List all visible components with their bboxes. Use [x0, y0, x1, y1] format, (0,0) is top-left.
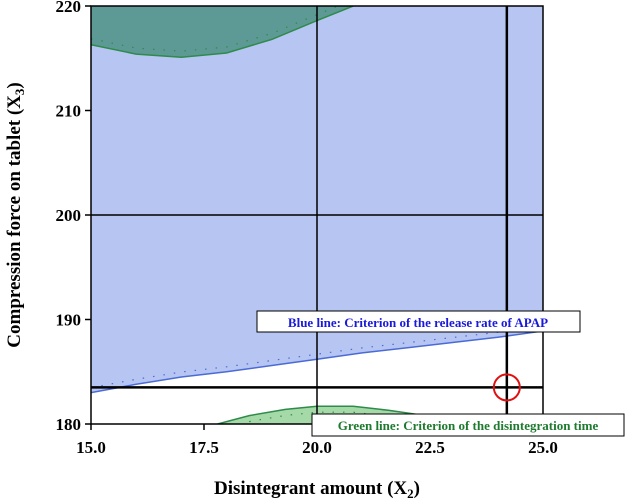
- x-tick-label: 22.5: [415, 438, 445, 457]
- y-tick-label: 220: [56, 0, 82, 16]
- x-tick-label: 17.5: [189, 438, 219, 457]
- disintegration-annotation-box: [311, 413, 625, 437]
- y-tick-label: 190: [56, 311, 82, 330]
- y-axis-title: Compression force on tablet (X3): [4, 82, 27, 347]
- y-axis-title-subscript: 3: [12, 88, 27, 95]
- x-tick-label: 15.0: [76, 438, 106, 457]
- disintegration-annotation: Green line: Criterion of the disintegrat…: [311, 413, 625, 437]
- selected-point-marker: [492, 373, 521, 402]
- release-rate-annotation-text: Blue line: Criterion of the release rate…: [288, 315, 548, 330]
- x-axis-title-end: ): [414, 478, 420, 499]
- grid-layer: [91, 6, 543, 424]
- y-axis-title-main: Compression force on tablet (X: [4, 95, 25, 348]
- release-rate-annotation-box: [256, 310, 581, 333]
- release-rate-annotation: Blue line: Criterion of the release rate…: [256, 310, 581, 333]
- disintegration-annotation-text: Green line: Criterion of the disintegrat…: [338, 418, 599, 433]
- x-axis-title: Disintegrant amount (X2): [214, 478, 420, 501]
- y-tick-label: 180: [56, 415, 82, 434]
- x-tick-label: 20.0: [302, 438, 332, 457]
- y-tick-label: 200: [56, 206, 82, 225]
- disintegration-boundary-top-dotted: [91, 6, 340, 52]
- y-axis-title-end: ): [4, 82, 25, 88]
- x-tick-label: 25.0: [528, 438, 558, 457]
- x-axis-title-main: Disintegrant amount (X: [214, 478, 407, 499]
- x-axis-title-subscript: 2: [407, 486, 414, 501]
- ticks-layer: 15.0 17.5 20.0 22.5 25.0 180 190 200 210 220: [56, 0, 558, 457]
- y-tick-label: 210: [56, 102, 82, 121]
- disintegration-region-top: [91, 6, 354, 58]
